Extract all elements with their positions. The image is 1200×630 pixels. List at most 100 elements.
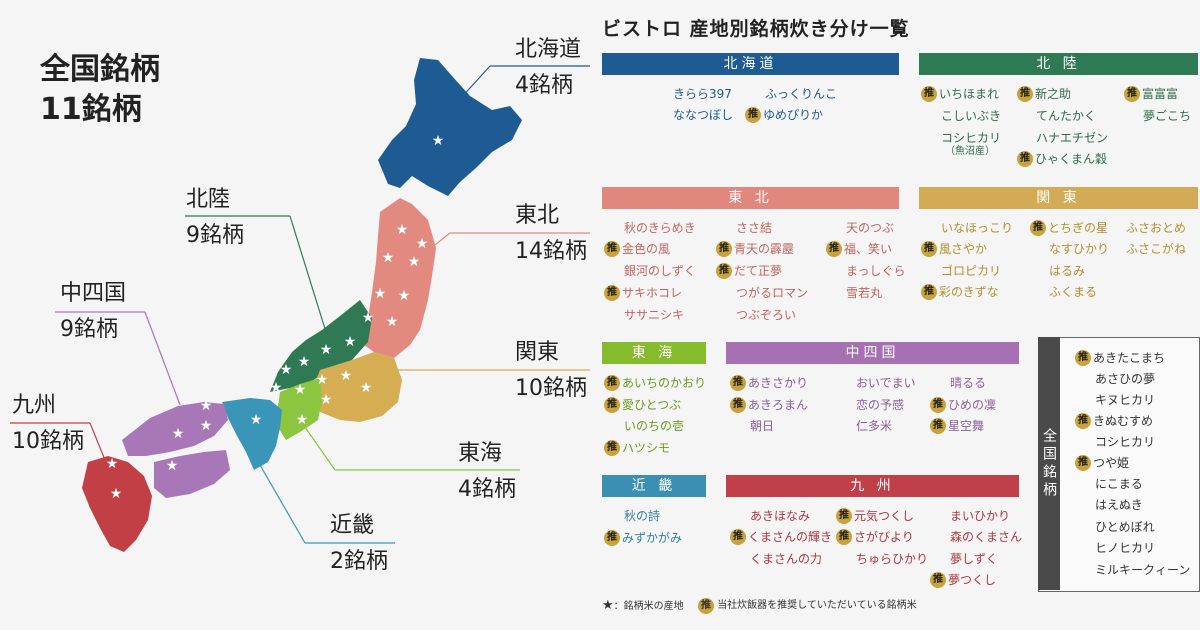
header-chushikoku: 中四国 [726, 342, 1019, 364]
star-icon: ★ [408, 254, 421, 270]
recommended-badge-icon: 推 [730, 397, 746, 413]
variety-item: つぶぞろい [736, 308, 797, 322]
map-label-name: 中四国 [60, 281, 127, 306]
variety-item-recommended: 推風さやか [921, 241, 987, 257]
leader-hokuriku-d [289, 215, 331, 346]
variety-item: ササニシキ [624, 308, 685, 322]
recommended-badge-icon: 推 [921, 284, 937, 300]
recommended-badge-icon: 推 [930, 418, 946, 434]
national-item-recommended: 推あきたこまち [1075, 350, 1165, 366]
variety-item-recommended: 推ひめの凜 [930, 397, 996, 413]
map-label-count: 14銘柄 [515, 239, 587, 264]
variety-item: あきほなみ [750, 509, 811, 523]
variety-subnote: （魚沼産） [945, 146, 995, 157]
variety-item-recommended: 推さがびより [836, 529, 914, 545]
national-list-label: 全国銘柄 [1038, 337, 1060, 590]
variety-item-recommended: 推とちぎの星 [1030, 220, 1108, 236]
recommended-badge-icon: 推 [730, 375, 746, 391]
header-hokuriku: 北 陸 [919, 53, 1198, 75]
star-icon: ★ [602, 598, 614, 613]
map-label-name: 九州 [12, 393, 57, 418]
variety-item-recommended: 推みずかがみ [604, 530, 682, 546]
national-item: コシヒカリ [1095, 435, 1156, 449]
recommended-badge-icon: 推 [1017, 151, 1033, 167]
recommended-badge-icon: 推 [698, 598, 714, 614]
variety-item: なすひかり [1049, 242, 1110, 256]
header-kinki: 近 畿 [602, 475, 706, 497]
leader-lines [10, 65, 590, 544]
variety-item: ふさこがね [1126, 242, 1187, 256]
recommended-badge-icon: 推 [836, 529, 852, 545]
header-kanto: 関 東 [919, 187, 1198, 209]
variety-item: ちゅらひかり [856, 552, 929, 566]
variety-item-recommended: 推青天の霹靂 [716, 241, 794, 257]
leader-tokai [299, 419, 336, 471]
variety-item: 恋の予感 [856, 398, 905, 412]
national-list-box [1038, 337, 1200, 592]
star-icon: ★ [200, 398, 213, 414]
recommended-badge-icon: 推 [921, 241, 937, 257]
map-label-tohoku: 東北 14銘柄 [515, 198, 587, 270]
star-icon: ★ [166, 458, 179, 474]
header-kyushu: 九 州 [726, 475, 1019, 497]
star-icon: ★ [294, 382, 307, 398]
recommended-badge-icon: 推 [1075, 350, 1091, 366]
star-icon: ★ [432, 133, 445, 149]
legend-star: ★：銘柄米の産地 [602, 598, 684, 613]
national-summary-label: 全国銘柄 [40, 52, 160, 87]
map-label-count: 10銘柄 [12, 429, 84, 454]
map-label-count: 10銘柄 [515, 376, 587, 401]
star-icon: ★ [360, 380, 373, 396]
map-label-name: 近畿 [330, 513, 375, 538]
variety-item: ふっくりんこ [765, 87, 838, 101]
variety-item-recommended: 推金色の風 [604, 241, 670, 257]
variety-item: コシヒカリ （魚沼産） [941, 131, 1002, 157]
variety-item: ゴロピカリ [941, 264, 1002, 278]
star-icon: ★ [110, 486, 123, 502]
map-label-hokuriku: 北陸 9銘柄 [186, 182, 244, 254]
map-label-chushikoku: 中四国 9銘柄 [60, 276, 126, 348]
variety-item-recommended: 推彩のきずな [921, 284, 999, 300]
recommended-badge-icon: 推 [716, 241, 732, 257]
recommended-badge-icon: 推 [604, 241, 620, 257]
map-label-count: 2銘柄 [330, 549, 388, 574]
variety-item: まいひかり [950, 509, 1011, 523]
national-item: にこまる [1095, 477, 1143, 491]
variety-item: 森のくまさん [950, 530, 1023, 544]
page-title: ビストロ 産地別銘柄炊き分け一覧 [602, 18, 910, 40]
variety-item: 秋の詩 [624, 509, 661, 523]
national-item: キヌヒカリ [1095, 393, 1156, 407]
map-label-hokkaido: 北海道 4銘柄 [515, 32, 581, 104]
recommended-badge-icon: 推 [604, 440, 620, 456]
map-label-count: 4銘柄 [458, 477, 516, 502]
map-label-name: 東北 [515, 203, 560, 228]
origin-stars: ★ ★ ★ ★ ★ ★ ★ ★ ★ ★ ★ ★ ★ ★ ★ ★ ★ ★ ★ ★ ★ ★ ★ ★ ★ ★ ★ [106, 133, 445, 502]
header-hokkaido: 北海道 [602, 53, 899, 75]
variety-item: こしいぶき [941, 109, 1002, 123]
star-icon: ★ [200, 418, 213, 434]
recommended-badge-icon: 推 [1075, 455, 1091, 471]
star-icon: ★ [362, 310, 375, 326]
variety-item-recommended: 推いちほまれ [921, 86, 999, 102]
variety-item-recommended: 推ひゃくまん穀 [1017, 151, 1107, 167]
star-icon: ★ [270, 380, 283, 396]
region-hokkaido [378, 58, 522, 196]
region-hokuriku [270, 300, 372, 392]
recommended-badge-icon: 推 [716, 263, 732, 279]
variety-item-recommended: 推富富富 [1124, 86, 1178, 102]
star-icon: ★ [320, 392, 333, 408]
star-icon: ★ [298, 354, 311, 370]
map-label-name: 関東 [515, 340, 560, 365]
variety-item: ふさおとめ [1126, 221, 1187, 235]
region-kyushu [82, 456, 152, 552]
star-icon: ★ [296, 412, 309, 428]
variety-item: 仁多米 [856, 419, 893, 433]
variety-item: おいでまい [856, 376, 916, 390]
recommended-badge-icon: 推 [1075, 413, 1091, 429]
header-tokai: 東 海 [602, 342, 706, 364]
star-icon: ★ [416, 236, 429, 252]
variety-item: はるみ [1049, 264, 1086, 278]
region-kanto [310, 352, 402, 422]
national-item: ひとめぼれ [1095, 520, 1155, 534]
variety-item: 秋のきらめき [624, 221, 696, 235]
